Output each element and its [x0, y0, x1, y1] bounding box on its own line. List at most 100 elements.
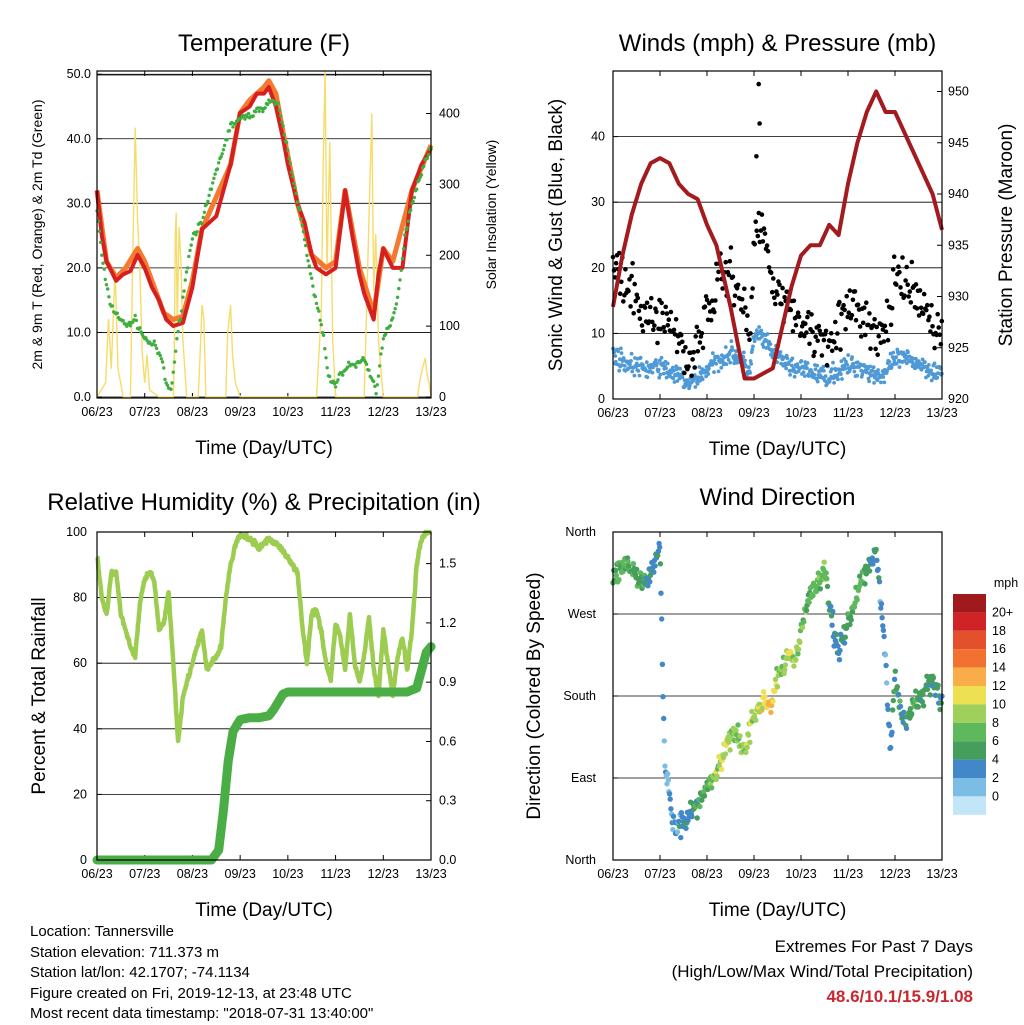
- dewpoint-point: [100, 253, 104, 257]
- chart-title: Wind Direction: [699, 484, 855, 511]
- gust-point: [651, 327, 656, 333]
- dewpoint-point: [217, 161, 221, 165]
- direction-point: [878, 605, 884, 611]
- legend-label: 12: [992, 679, 1006, 693]
- x-tick-label: 08/23: [691, 406, 722, 420]
- y2-tick-label: 300: [439, 177, 460, 191]
- dewpoint-point: [391, 316, 395, 320]
- chart-title: Winds (mph) & Pressure (mb): [619, 30, 936, 57]
- direction-point: [897, 703, 904, 710]
- dewpoint-point: [393, 307, 397, 311]
- direction-point: [762, 694, 768, 700]
- direction-point: [726, 739, 732, 745]
- wind-point: [716, 354, 720, 359]
- gust-point: [805, 314, 810, 320]
- y-tick-label: 30: [591, 195, 605, 209]
- wind-point: [707, 366, 711, 371]
- dewpoint-point: [400, 256, 405, 261]
- gust-point: [773, 301, 778, 307]
- gust-point: [766, 265, 772, 270]
- gust-point: [904, 264, 909, 270]
- series-2m-temperature: [95, 85, 433, 328]
- gust-point: [835, 331, 840, 336]
- x-tick-label: 07/23: [129, 405, 160, 419]
- gust-point: [730, 274, 736, 280]
- direction-point: [935, 682, 941, 688]
- direction-point: [670, 813, 677, 819]
- wind-point: [664, 375, 669, 380]
- y2-tick-label: 0.0: [439, 853, 456, 867]
- direction-point: [657, 544, 663, 550]
- legend-swatch: [953, 686, 986, 705]
- wind-point: [870, 368, 875, 373]
- series-wind: [611, 325, 944, 391]
- wind-point: [729, 339, 734, 343]
- gust-point: [652, 323, 657, 328]
- gust-point: [723, 259, 728, 265]
- wind-point: [675, 379, 680, 383]
- dewpoint-point: [319, 323, 323, 327]
- direction-point: [883, 662, 889, 669]
- gust-point: [734, 286, 740, 291]
- direction-point: [683, 825, 689, 832]
- wind-point: [926, 373, 931, 378]
- x-tick-label: 06/23: [597, 867, 628, 881]
- gust-point: [900, 255, 905, 260]
- dewpoint-point: [379, 352, 383, 356]
- dewpoint-point: [256, 106, 260, 110]
- y-tick-label: 40: [591, 130, 605, 144]
- wind-point: [751, 344, 755, 349]
- gust-point: [834, 345, 839, 351]
- direction-point: [727, 747, 733, 753]
- extremes-value: 48.6/10.1/15.9/1.08: [826, 987, 973, 1006]
- direction-point: [659, 661, 666, 667]
- dewpoint-point: [202, 210, 207, 214]
- direction-point: [678, 834, 684, 841]
- gust-point: [700, 345, 706, 351]
- gust-point: [883, 329, 889, 335]
- legend-swatch: [953, 649, 986, 668]
- wind-point: [929, 368, 933, 373]
- y-tick-label: 0.0: [74, 390, 91, 404]
- wind-point: [695, 382, 700, 386]
- dewpoint-point: [104, 283, 109, 287]
- gust-point: [655, 340, 660, 346]
- gust-point: [760, 239, 766, 244]
- gust-point: [891, 254, 897, 259]
- wind-point: [730, 345, 734, 349]
- gust-point: [660, 310, 665, 316]
- gust-point: [754, 154, 759, 159]
- gust-point: [666, 317, 672, 323]
- gust-point: [804, 330, 809, 335]
- wind-point: [836, 377, 840, 382]
- wind-point: [881, 371, 886, 376]
- dewpoint-point: [417, 178, 421, 182]
- gust-point: [909, 259, 915, 265]
- wind-point: [650, 370, 655, 375]
- wind-point: [719, 365, 724, 370]
- dewpoint-point: [175, 337, 179, 341]
- direction-point: [834, 631, 840, 638]
- gust-point: [747, 337, 752, 343]
- direction-point: [745, 732, 752, 738]
- direction-point: [661, 715, 667, 722]
- wind-point: [617, 357, 622, 362]
- dewpoint-point: [195, 230, 199, 234]
- direction-point: [828, 603, 834, 610]
- wind-point: [872, 381, 876, 385]
- direction-point: [862, 581, 868, 587]
- dewpoint-point: [154, 346, 159, 351]
- wind-point: [765, 332, 770, 336]
- gust-point: [874, 324, 879, 330]
- gust-point: [872, 317, 877, 322]
- direction-point: [660, 694, 666, 700]
- gust-point: [750, 286, 755, 291]
- wind-point: [657, 375, 662, 380]
- dewpoint-point: [172, 360, 177, 364]
- wind-point: [914, 356, 918, 361]
- direction-point: [885, 706, 891, 712]
- legend-swatch: [953, 759, 986, 778]
- gust-point: [913, 282, 919, 287]
- extremes-title: Extremes For Past 7 Days: [774, 937, 973, 956]
